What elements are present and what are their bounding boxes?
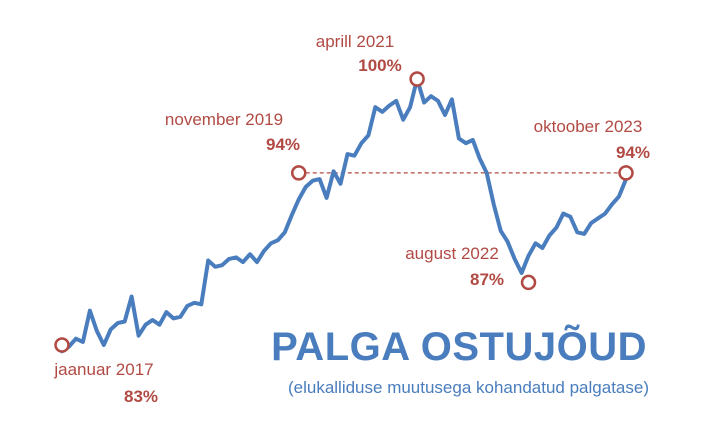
annotation-date-aug2022: august 2022 xyxy=(405,244,499,263)
chart-title: PALGA OSTUJÕUD xyxy=(271,323,647,369)
marker-apr2021 xyxy=(409,71,425,87)
wage-purchasing-power-series-line xyxy=(60,77,628,354)
marker-aug2022 xyxy=(520,274,537,291)
annotation-date-apr2021: aprill 2021 xyxy=(316,32,394,51)
annotation-value-aug2022: 87% xyxy=(470,270,504,289)
annotation-markers xyxy=(54,71,634,353)
annotation-value-jan2017: 83% xyxy=(124,387,158,406)
annotation-date-jan2017: jaanuar 2017 xyxy=(53,360,153,379)
annotation-date-nov2019: november 2019 xyxy=(165,110,283,129)
marker-jan2017 xyxy=(54,337,70,353)
annotation-value-nov2019: 94% xyxy=(266,135,300,154)
annotation-value-oct2023: 94% xyxy=(616,143,650,162)
annotation-date-oct2023: oktoober 2023 xyxy=(534,117,643,136)
marker-nov2019 xyxy=(290,165,307,181)
annotation-value-apr2021: 100% xyxy=(358,56,401,75)
chart-subtitle: (elukalliduse muutusega kohandatud palga… xyxy=(288,378,649,397)
marker-oct2023 xyxy=(618,165,634,181)
